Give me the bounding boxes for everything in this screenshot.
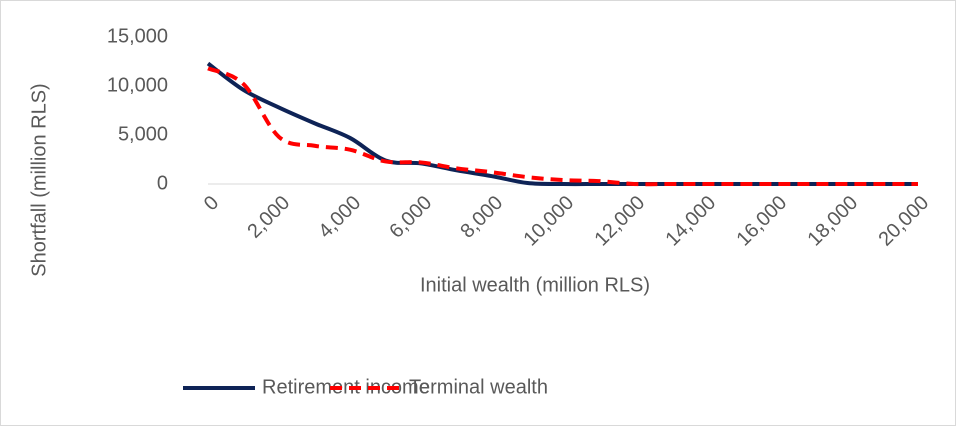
y-tick-label: 10,000: [107, 74, 168, 96]
x-axis-title: Initial wealth (million RLS): [420, 274, 650, 296]
y-tick-label: 15,000: [107, 25, 168, 47]
y-tick-label: 0: [157, 172, 168, 194]
legend-label: Terminal wealth: [409, 376, 548, 398]
line-series: [207, 66, 918, 187]
y-tick-label: 5,000: [118, 123, 168, 145]
legend-label: Retirement income: [262, 376, 430, 398]
y-axis-title: Shortfall (million RLS): [28, 83, 50, 276]
